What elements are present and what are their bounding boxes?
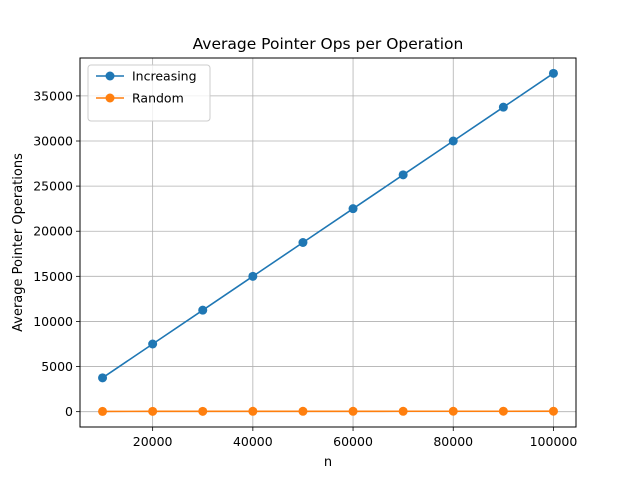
legend-marker-increasing	[105, 71, 115, 81]
data-point-random	[298, 406, 308, 416]
y-tick-label: 35000	[33, 88, 73, 103]
y-tick-label: 20000	[33, 224, 73, 239]
legend: Increasing Random	[87, 64, 211, 122]
y-tick-label: 5000	[41, 359, 73, 374]
data-point-random	[98, 406, 108, 416]
legend-label-increasing: Increasing	[132, 69, 197, 84]
legend-box	[87, 64, 211, 122]
data-point-random	[148, 406, 158, 416]
x-tick-label: 20000	[133, 434, 173, 449]
y-axis-title: Average Pointer Operations	[11, 153, 26, 332]
axis-ticks: 20000 40000 60000 80000 100000 0 5000 10000 1500…	[33, 88, 577, 449]
x-tick-label: 60000	[333, 434, 373, 449]
grid	[80, 58, 576, 427]
data-point-increasing	[498, 102, 508, 112]
data-point-increasing	[548, 68, 558, 78]
data-point-random	[348, 406, 358, 416]
data-point-random	[448, 406, 458, 416]
x-tick-label: 40000	[233, 434, 273, 449]
y-tick-label: 0	[65, 404, 73, 419]
y-tick-label: 10000	[33, 314, 73, 329]
data-point-increasing	[448, 136, 458, 146]
data-point-increasing	[248, 271, 258, 281]
y-tick-label: 30000	[33, 134, 73, 149]
y-tick-label: 25000	[33, 179, 73, 194]
series-line-increasing	[102, 72, 554, 379]
x-tick-label: 100000	[530, 434, 578, 449]
legend-marker-random	[105, 93, 115, 103]
x-axis-title: n	[324, 455, 332, 470]
data-point-increasing	[298, 238, 308, 247]
data-point-increasing	[148, 339, 158, 349]
series-layer	[98, 68, 558, 416]
chart-title: Average Pointer Ops per Operation	[193, 35, 464, 53]
plot-frame	[79, 57, 577, 428]
data-point-random	[248, 406, 258, 416]
data-point-increasing	[98, 373, 108, 383]
x-tick-label: 80000	[433, 434, 473, 449]
data-point-random	[198, 406, 208, 416]
data-point-random	[398, 406, 408, 416]
legend-label-random: Random	[132, 91, 184, 106]
data-point-increasing	[198, 305, 208, 315]
data-point-increasing	[348, 204, 358, 214]
data-point-random	[498, 406, 508, 416]
data-point-increasing	[398, 170, 408, 180]
y-tick-label: 15000	[33, 269, 73, 284]
data-point-random	[548, 406, 558, 416]
